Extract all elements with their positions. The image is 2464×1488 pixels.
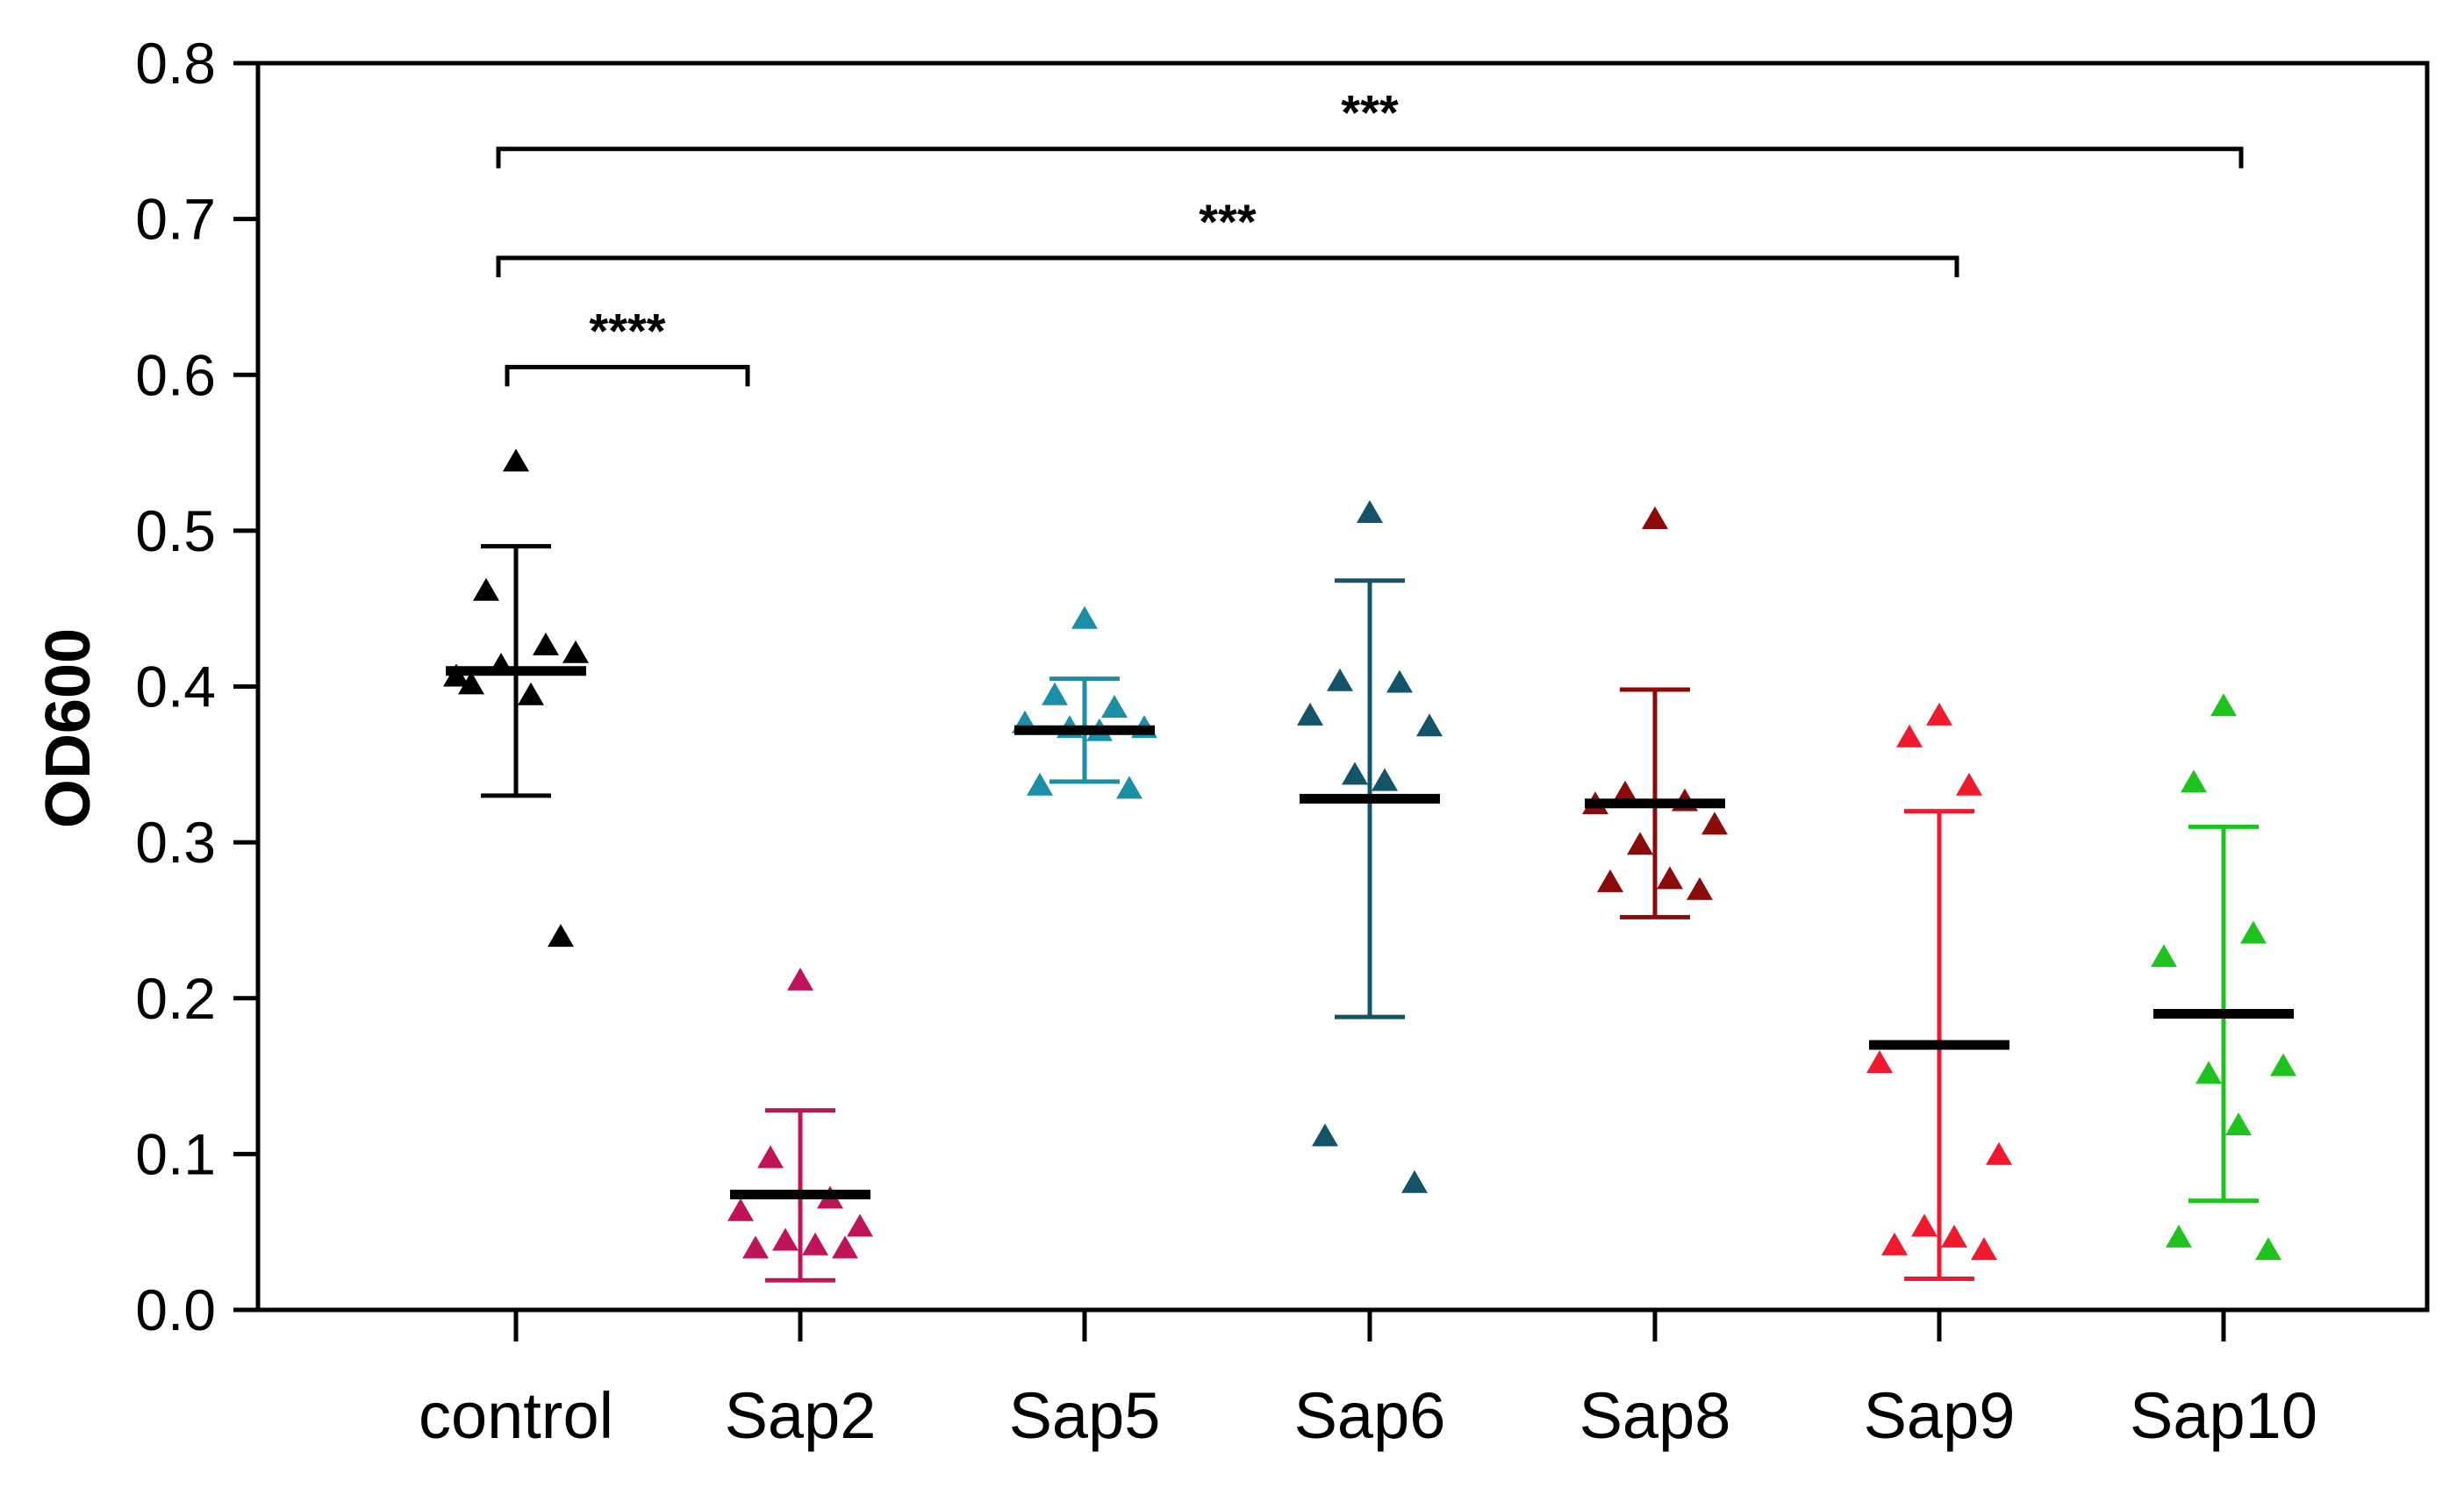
significance-label: ***	[1199, 194, 1257, 249]
data-point	[1881, 1232, 1908, 1256]
data-point	[832, 1235, 858, 1259]
y-tick-label: 0.2	[135, 966, 216, 1031]
x-tick-label-sap5: Sap5	[1009, 1379, 1161, 1452]
y-axis-title: OD600	[33, 628, 104, 828]
x-tick-label-control: control	[419, 1379, 613, 1452]
data-point	[1926, 702, 1952, 726]
data-point	[1401, 1170, 1428, 1193]
significance-bracket-sap2: ****	[505, 303, 750, 387]
series-sap2	[727, 967, 873, 1283]
data-point	[727, 1198, 754, 1221]
bracket-line	[505, 364, 750, 387]
data-point	[503, 448, 529, 472]
data-point	[1986, 1141, 2012, 1165]
significance-label: ****	[589, 303, 665, 358]
series-sap8	[1582, 506, 1728, 919]
data-point	[2255, 1237, 2281, 1261]
data-series	[443, 448, 2296, 1283]
data-point	[1116, 776, 1142, 799]
data-point	[1612, 780, 1638, 804]
data-point	[1701, 812, 1728, 835]
data-point	[562, 640, 589, 663]
data-point	[1911, 1213, 1938, 1237]
data-point	[1312, 1123, 1338, 1147]
data-point	[1071, 605, 1098, 629]
data-point	[1027, 772, 1053, 796]
series-sap10	[2151, 693, 2296, 1261]
data-point	[2181, 769, 2207, 793]
data-point	[518, 682, 544, 705]
data-point	[802, 1232, 828, 1256]
data-point	[2166, 1224, 2192, 1248]
data-point	[1101, 694, 1128, 718]
data-point	[1297, 702, 1323, 726]
data-point	[458, 671, 484, 695]
y-tick-label: 0.1	[135, 1121, 216, 1186]
series-sap5	[1012, 605, 1157, 799]
data-point	[772, 1227, 799, 1251]
data-point	[1327, 668, 1353, 691]
y-tick-label: 0.6	[135, 342, 216, 407]
data-point	[1342, 762, 1368, 785]
x-axis: control Sap2 Sap5 Sap6 Sap8 Sap9 Sap10	[419, 1310, 2317, 1452]
data-point	[2195, 1061, 2222, 1084]
data-point	[473, 577, 499, 601]
significance-bracket-sap9: ***	[496, 194, 1959, 278]
data-point	[1956, 772, 1982, 796]
data-point	[2270, 1053, 2296, 1077]
data-point	[1941, 1224, 1967, 1248]
data-point	[533, 632, 559, 655]
data-point	[2151, 944, 2177, 968]
data-point	[1642, 506, 1668, 530]
y-tick-label: 0.0	[135, 1277, 216, 1342]
data-point	[2210, 693, 2237, 717]
y-tick-label: 0.3	[135, 810, 216, 875]
y-tick-label: 0.7	[135, 187, 216, 252]
data-point	[1866, 1049, 1893, 1073]
series-sap9	[1866, 702, 2012, 1281]
x-tick-label-sap10: Sap10	[2130, 1379, 2317, 1452]
data-point	[1627, 832, 1653, 855]
data-point	[1597, 869, 1623, 892]
y-axis: 0.0 0.1 0.2 0.3 0.4 0.5 0.6 0.7 0.8	[135, 31, 258, 1342]
data-point	[1687, 876, 1713, 900]
y-tick-label: 0.4	[135, 655, 216, 719]
data-point	[742, 1235, 769, 1259]
significance-label: ***	[1341, 85, 1399, 140]
x-tick-label-sap2: Sap2	[725, 1379, 877, 1452]
bracket-line	[496, 255, 1959, 278]
series-control	[443, 448, 589, 948]
x-tick-label-sap9: Sap9	[1864, 1379, 2016, 1452]
data-point	[757, 1145, 784, 1169]
data-point	[1896, 724, 1923, 748]
y-tick-label: 0.8	[135, 31, 216, 96]
data-point	[847, 1213, 873, 1237]
data-point	[548, 924, 574, 948]
data-point	[1357, 499, 1383, 523]
data-point	[1416, 713, 1443, 737]
data-point	[1657, 866, 1683, 890]
significance-brackets: **********	[496, 85, 2244, 387]
y-tick-label: 0.5	[135, 498, 216, 563]
data-point	[2240, 920, 2267, 944]
x-tick-label-sap8: Sap8	[1579, 1379, 1731, 1452]
data-point	[787, 967, 813, 991]
series-sap6	[1297, 499, 1443, 1193]
x-tick-label-sap6: Sap6	[1294, 1379, 1446, 1452]
data-point	[2225, 1112, 2252, 1136]
bracket-line	[496, 147, 2244, 168]
data-point	[1372, 768, 1398, 791]
significance-bracket-sap10: ***	[496, 85, 2244, 168]
data-point	[1971, 1237, 1997, 1261]
data-point	[1042, 682, 1068, 705]
data-point	[1386, 669, 1413, 693]
